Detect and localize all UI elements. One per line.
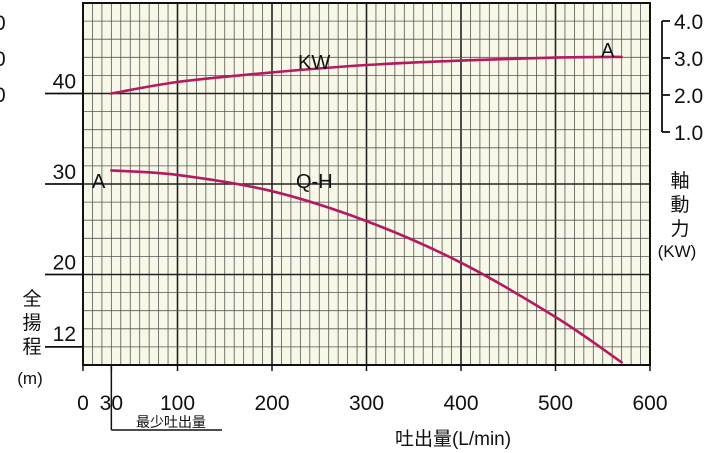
y-axis-title-char: 程 — [22, 336, 41, 358]
x-tick-label: 0 — [77, 392, 89, 415]
y-tick-label: 40 — [53, 71, 76, 94]
series-line-q-h — [110, 169, 623, 364]
grid — [82, 2, 651, 366]
x-tick-label: 200 — [254, 392, 289, 415]
edge-fragment: ) — [0, 244, 1, 267]
y2-tick-label: 1.0 — [674, 122, 703, 145]
y-tick-label: 20 — [53, 252, 76, 275]
series-layer — [110, 55, 623, 364]
edge-fragment: 0 — [0, 84, 6, 107]
y-axis-title-char: 全 — [22, 288, 41, 310]
x-axis-title: 吐出量(L/min) — [395, 428, 511, 450]
edge-fragment: 0 — [0, 12, 6, 35]
tick-labels: 0 30 100 200 300 400 500 600 最少吐出量 12 20 30 40 全揚程 (m)… — [0, 11, 703, 450]
series-end-label-qh: A — [92, 171, 106, 193]
series-line-kw — [110, 55, 623, 95]
y-axis-title-char: 揚 — [22, 312, 41, 334]
edge-fragment: 0 — [0, 48, 6, 71]
y2-tick-label: 2.0 — [674, 85, 703, 108]
y2-tick-label: 4.0 — [674, 11, 703, 34]
x-tick-label: 30 — [100, 392, 123, 415]
y-axis-title-unit: (m) — [17, 369, 42, 388]
y2-axis-title-char: 動 — [670, 194, 689, 216]
y2-axis-title-char: 力 — [670, 218, 689, 240]
x-tick-label: 300 — [349, 392, 384, 415]
y2-axis-title-unit: (KW) — [658, 242, 697, 261]
x-tick-label: 600 — [632, 392, 667, 415]
x-tick-label: 400 — [443, 392, 478, 415]
x-tick-label: 500 — [538, 392, 573, 415]
y-tick-label: 30 — [53, 161, 76, 184]
y-tick-label: 12 — [53, 323, 76, 346]
x-tick-label: 100 — [160, 392, 195, 415]
y2-axis-title-char: 軸 — [670, 170, 689, 192]
min-flow-label: 最少吐出量 — [136, 414, 206, 430]
series-label-kw: KW — [298, 52, 330, 74]
series-end-label-kw: A — [601, 40, 615, 62]
series-label-qh: Q-H — [296, 171, 333, 193]
y2-tick-label: 3.0 — [674, 48, 703, 71]
axes — [45, 2, 670, 431]
